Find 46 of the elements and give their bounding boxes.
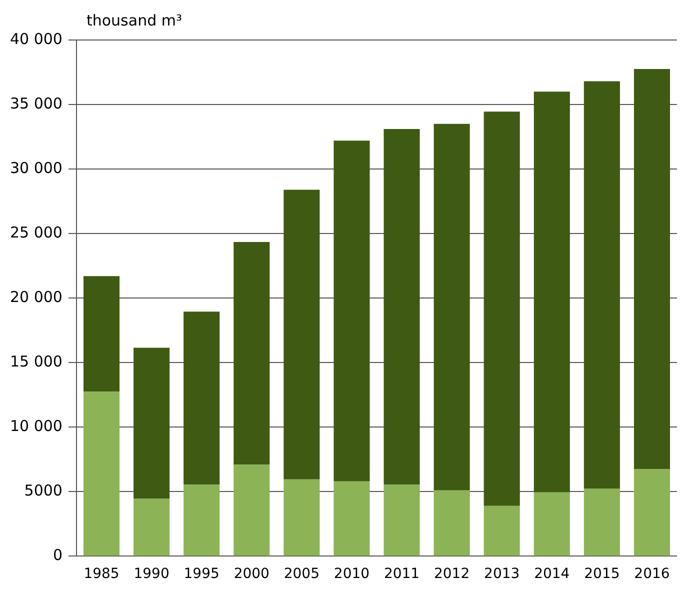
bar <box>534 92 570 492</box>
x-tick-label: 2010 <box>334 566 370 582</box>
y-tick-label: 35 000 <box>10 94 62 112</box>
bar <box>584 488 620 556</box>
bar <box>434 490 470 556</box>
bar <box>284 479 320 556</box>
x-tick-label: 2005 <box>284 566 320 582</box>
x-tick-label: 2011 <box>384 566 420 582</box>
bar <box>134 498 170 556</box>
bar <box>334 481 370 556</box>
bar <box>384 484 420 556</box>
y-tick-label: 5000 <box>24 482 62 500</box>
x-tick-label: 2014 <box>534 566 570 582</box>
y-tick-label: 30 000 <box>10 158 62 177</box>
x-tick-label: 1995 <box>184 566 220 582</box>
bar <box>83 392 120 556</box>
y-tick-label: 25 000 <box>10 223 62 242</box>
bar <box>83 276 120 392</box>
bar <box>484 112 520 506</box>
x-tick-label: 2013 <box>484 566 520 582</box>
bar <box>134 348 170 499</box>
bar <box>234 242 270 465</box>
bar <box>634 69 670 470</box>
y-tick-label: 10 000 <box>10 417 62 436</box>
bar <box>184 312 220 485</box>
y-tick-label: 40 000 <box>10 30 62 48</box>
bar <box>584 81 620 488</box>
bar <box>334 140 370 482</box>
y-axis-title: thousand m³ <box>86 11 182 30</box>
bar <box>284 190 320 480</box>
x-tick-label: 1990 <box>134 566 170 582</box>
x-tick-label: 2012 <box>434 566 470 582</box>
bar <box>384 129 420 485</box>
bar <box>484 506 520 556</box>
x-tick-label: 2000 <box>234 566 270 582</box>
x-tick-label: 2015 <box>584 566 620 582</box>
y-tick-label: 20 000 <box>10 288 62 306</box>
bar <box>184 484 220 556</box>
x-tick-label: 2016 <box>634 566 670 582</box>
y-tick-label: 15 000 <box>10 352 62 371</box>
bar <box>434 124 470 490</box>
bar <box>534 492 570 556</box>
bar <box>634 469 670 556</box>
bar <box>234 464 270 556</box>
x-tick-label: 1985 <box>84 566 120 582</box>
y-tick-label: 0 <box>52 546 62 564</box>
